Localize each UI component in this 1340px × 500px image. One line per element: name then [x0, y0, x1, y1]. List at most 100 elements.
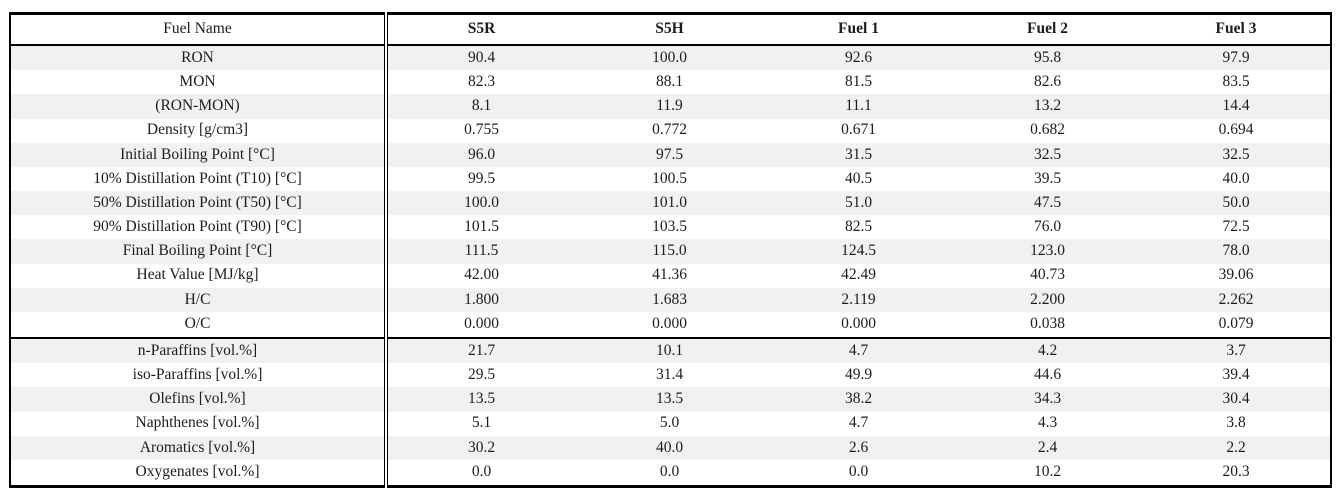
- cell-value: 100.0: [386, 191, 575, 216]
- cell-value: 14.4: [1142, 94, 1331, 119]
- cell-value: 13.5: [575, 387, 764, 412]
- table-row: Olefins [vol.%] 13.5 13.5 38.2 34.3 30.4: [10, 387, 1331, 412]
- table-row: 50% Distillation Point (T50) [°C] 100.0 10…: [10, 191, 1331, 216]
- cell-value: 115.0: [575, 239, 764, 264]
- cell-value: 11.9: [575, 94, 764, 119]
- cell-value: 0.038: [1030, 315, 1065, 333]
- cell-value: 10.1: [575, 336, 764, 364]
- cell-value: 97.9: [1142, 44, 1331, 71]
- cell-value: 124.5: [764, 239, 953, 264]
- row-label: (RON-MON): [10, 94, 388, 119]
- row-label: 10% Distillation Point (T10) [°C]: [10, 166, 388, 192]
- table-row: 10% Distillation Point (T10) [°C] 99.5 100…: [10, 166, 1331, 192]
- header-row: Fuel Name S5R S5H Fuel 1 Fuel 2 Fuel 3: [10, 13, 1331, 46]
- cell-value: 0.682: [1030, 121, 1065, 139]
- cell-value: 31.4: [655, 366, 684, 384]
- cell-value: 30.4: [1142, 387, 1331, 412]
- cell-value: 41.36: [652, 266, 687, 284]
- cell-value: 40.73: [1030, 266, 1065, 284]
- row-label: MON: [10, 70, 388, 95]
- table-row: MON 82.3 88.1 81.5 82.6 83.5: [10, 70, 1331, 95]
- cell-value: 42.00: [464, 266, 499, 284]
- cell-value: 99.5: [467, 169, 496, 187]
- cell-value: 3.7: [1142, 336, 1331, 364]
- cell-value: 42.49: [841, 266, 876, 284]
- cell-value: 50.0: [1142, 191, 1331, 216]
- table-row: RON 90.4 100.0 92.6 95.8 97.9: [10, 44, 1331, 71]
- cell-value: 49.9: [844, 366, 873, 384]
- cell-value: 4.3: [1037, 414, 1058, 432]
- cell-value: 11.1: [764, 94, 953, 119]
- table-row: Final Boiling Point [°C] 111.5 115.0 124.5 1…: [10, 239, 1331, 264]
- row-label: n-Paraffins [vol.%]: [10, 336, 388, 364]
- cell-value: 51.0: [764, 191, 953, 216]
- cell-value: 111.5: [386, 239, 575, 264]
- cell-value: 0.0: [848, 463, 869, 481]
- cell-value: 13.5: [386, 387, 575, 412]
- cell-value: 83.5: [1222, 73, 1250, 91]
- cell-value: 2.262: [1142, 287, 1331, 312]
- cell-value: 2.200: [953, 287, 1142, 312]
- cell-value: 34.3: [953, 387, 1142, 412]
- cell-value: 100.5: [652, 169, 687, 187]
- cell-value: 103.5: [652, 218, 687, 236]
- cell-value: 82.3: [467, 73, 496, 91]
- cell-value: 96.0: [386, 142, 575, 167]
- cell-value: 101.0: [575, 191, 764, 216]
- cell-value: 76.0: [1033, 218, 1062, 236]
- cell-value: 88.1: [655, 73, 684, 91]
- table-row: O/C 0.000 0.000 0.000 0.038 0.079: [10, 311, 1331, 338]
- cell-value: 5.1: [471, 414, 492, 432]
- cell-value: 2.4: [953, 435, 1142, 460]
- cell-value: 90.4: [386, 44, 575, 71]
- column-header: S5H: [575, 13, 764, 46]
- cell-value: 5.0: [659, 414, 680, 432]
- cell-value: 100.0: [575, 44, 764, 71]
- cell-value: 40.0: [575, 435, 764, 460]
- cell-value: 38.2: [764, 387, 953, 412]
- cell-value: 39.4: [1222, 366, 1250, 384]
- cell-value: 95.8: [953, 44, 1142, 71]
- cell-value: 44.6: [1033, 366, 1062, 384]
- table-row: Initial Boiling Point [°C] 96.0 97.5 31.5 32…: [10, 142, 1331, 167]
- table-row: Naphthenes [vol.%] 5.1 5.0 4.7 4.3 3.8: [10, 411, 1331, 436]
- cell-value: 92.6: [764, 44, 953, 71]
- row-label: Naphthenes [vol.%]: [10, 411, 388, 436]
- column-header: S5R: [386, 13, 575, 46]
- cell-value: 0.000: [652, 315, 687, 333]
- row-label: H/C: [10, 287, 388, 312]
- column-header: Fuel 3: [1142, 13, 1331, 46]
- cell-value: 0.000: [464, 315, 499, 333]
- cell-value: 32.5: [1142, 142, 1331, 167]
- column-header: Fuel 2: [953, 13, 1142, 46]
- cell-value: 2.119: [764, 287, 953, 312]
- table-row: Oxygenates [vol.%] 0.0 0.0 0.0 10.2 20.3: [10, 459, 1331, 487]
- cell-value: 123.0: [953, 239, 1142, 264]
- row-label: iso-Paraffins [vol.%]: [10, 363, 388, 388]
- cell-value: 1.683: [575, 287, 764, 312]
- cell-value: 4.2: [953, 336, 1142, 364]
- cell-value: 30.2: [386, 435, 575, 460]
- cell-value: 40.5: [844, 169, 873, 187]
- row-label: O/C: [10, 311, 388, 338]
- cell-value: 0.079: [1218, 315, 1254, 333]
- cell-value: 13.2: [953, 94, 1142, 119]
- cell-value: 101.5: [464, 218, 499, 236]
- row-label: Oxygenates [vol.%]: [10, 459, 388, 487]
- cell-value: 1.800: [386, 287, 575, 312]
- cell-value: 0.000: [841, 315, 876, 333]
- row-label: Aromatics [vol.%]: [10, 435, 388, 460]
- table-row: (RON-MON) 8.1 11.9 11.1 13.2 14.4: [10, 94, 1331, 119]
- cell-value: 32.5: [953, 142, 1142, 167]
- fuel-properties-table: Fuel Name S5R S5H Fuel 1 Fuel 2 Fuel 3 RON 90.…: [9, 12, 1332, 488]
- table-body: RON 90.4 100.0 92.6 95.8 97.9 MON 82.3 88.1 81.5 8…: [10, 44, 1331, 487]
- table-row: Heat Value [MJ/kg] 42.00 41.36 42.49 40.73 39…: [10, 263, 1331, 288]
- cell-value: 39.06: [1218, 266, 1254, 284]
- row-label: Heat Value [MJ/kg]: [10, 263, 388, 288]
- row-label: 50% Distillation Point (T50) [°C]: [10, 191, 388, 216]
- cell-value: 40.0: [1222, 169, 1250, 187]
- cell-value: 29.5: [467, 366, 496, 384]
- cell-value: 39.5: [1033, 169, 1062, 187]
- cell-value: 0.694: [1218, 121, 1254, 139]
